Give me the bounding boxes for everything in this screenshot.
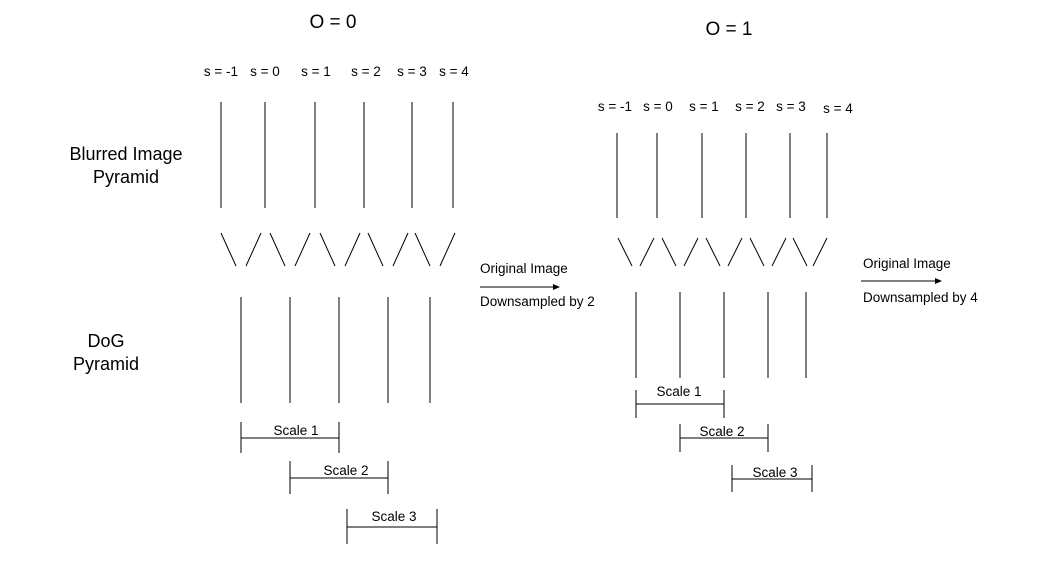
octave-0: O = 0 s = -1 s = 0 s = 1 s = 2 s = 3 s =… — [204, 12, 595, 544]
octave-1-dog-lines — [635, 292, 807, 378]
difference-connector — [683, 237, 699, 267]
difference-connector — [319, 232, 336, 267]
difference-connector — [705, 237, 721, 267]
difference-connector — [727, 237, 743, 267]
octave-0-downsample-note: Original Image Downsampled by 2 — [480, 261, 595, 309]
octave-1-downsample-note: Original Image Downsampled by 4 — [861, 256, 978, 305]
difference-connector — [294, 232, 311, 267]
difference-connector — [617, 237, 633, 267]
difference-connector — [792, 237, 808, 267]
octave-1-scale-bracket-2: Scale 2 — [679, 424, 769, 452]
arrow-head-icon — [553, 284, 560, 290]
scale-label: Scale 2 — [323, 463, 368, 478]
octave-0-scale-bracket-3: Scale 3 — [346, 509, 438, 544]
difference-connector — [367, 232, 384, 267]
difference-connector — [392, 232, 409, 267]
octave-0-scale-label: s = 0 — [250, 64, 280, 79]
octave-1-scale-label: s = 3 — [776, 99, 806, 114]
difference-connector — [414, 232, 431, 267]
octave-1-scale-label: s = 4 — [823, 101, 853, 116]
octave-0-scale-label: s = 3 — [397, 64, 427, 79]
octave-0-difference-connectors — [220, 232, 456, 267]
scale-label: Scale 1 — [656, 384, 701, 399]
difference-connector — [344, 232, 361, 267]
downsample-note-line1: Original Image — [480, 261, 568, 276]
difference-connector — [220, 232, 237, 267]
difference-connector — [771, 237, 787, 267]
octave-0-scale-bracket-1: Scale 1 — [240, 422, 340, 453]
downsample-note-line2: Downsampled by 4 — [863, 290, 978, 305]
scale-label: Scale 2 — [699, 424, 744, 439]
octave-1-scale-label: s = 0 — [643, 99, 673, 114]
octave-1-difference-connectors — [617, 237, 828, 267]
blurred-pyramid-label-line1: Blurred Image — [69, 144, 182, 164]
octave-0-blurred-lines — [220, 102, 454, 208]
octave-1-scale-label: s = 1 — [689, 99, 719, 114]
downsample-note-line2: Downsampled by 2 — [480, 294, 595, 309]
downsample-note-line1: Original Image — [863, 256, 951, 271]
octave-1-scale-bracket-1: Scale 1 — [635, 384, 725, 418]
octave-1-title: O = 1 — [706, 19, 753, 40]
difference-connector — [661, 237, 677, 267]
scale-label: Scale 3 — [371, 509, 416, 524]
blurred-pyramid-label-line2: Pyramid — [93, 167, 159, 187]
octave-1: O = 1 s = -1 s = 0 s = 1 s = 2 s = 3 s =… — [598, 19, 978, 492]
dog-pyramid-label-line2: Pyramid — [73, 354, 139, 374]
octave-0-title: O = 0 — [310, 12, 357, 33]
difference-connector — [749, 237, 765, 267]
difference-connector — [245, 232, 262, 267]
octave-1-scale-bracket-3: Scale 3 — [731, 465, 813, 492]
octave-0-scale-label: s = 4 — [439, 64, 469, 79]
octave-0-dog-lines — [240, 297, 431, 403]
arrow-head-icon — [935, 278, 942, 284]
difference-connector — [439, 232, 456, 267]
dog-pyramid-label-line1: DoG — [87, 331, 124, 351]
difference-connector — [812, 237, 828, 267]
octave-0-scale-label: s = 2 — [351, 64, 381, 79]
octave-1-blurred-lines — [616, 133, 828, 218]
octave-1-scale-label: s = -1 — [598, 99, 632, 114]
scale-label: Scale 3 — [752, 465, 797, 480]
difference-connector — [639, 237, 655, 267]
octave-0-scale-bracket-2: Scale 2 — [289, 461, 389, 494]
octave-1-scale-label: s = 2 — [735, 99, 765, 114]
scale-label: Scale 1 — [273, 423, 318, 438]
difference-connector — [269, 232, 286, 267]
octave-0-scale-label: s = -1 — [204, 64, 238, 79]
octave-0-scale-label: s = 1 — [301, 64, 331, 79]
